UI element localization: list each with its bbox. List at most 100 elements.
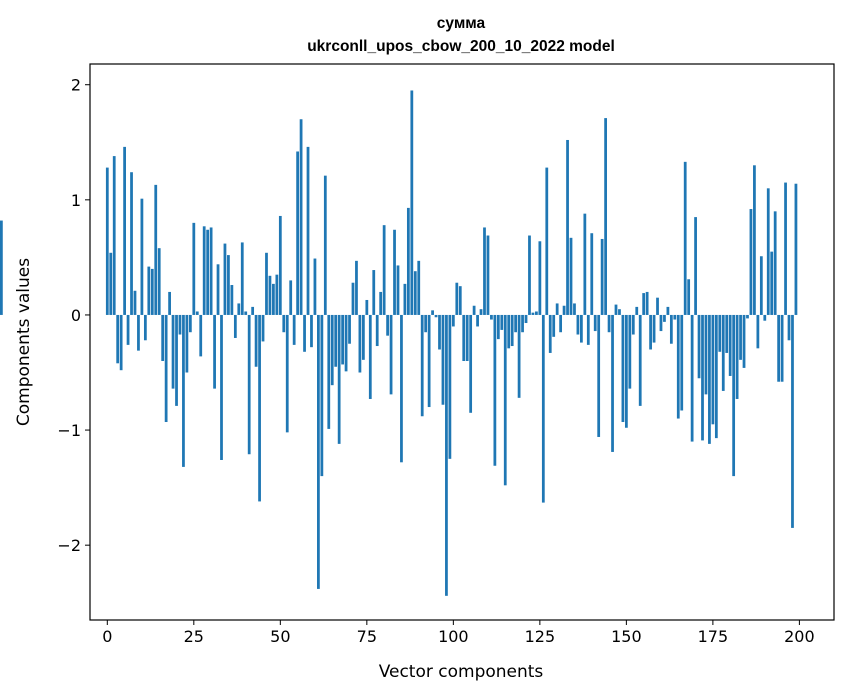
bar — [500, 314, 504, 330]
bar — [701, 314, 704, 441]
bar — [434, 314, 438, 318]
bar — [355, 260, 358, 315]
bar — [157, 248, 161, 315]
bar — [285, 314, 289, 433]
bar — [344, 314, 348, 372]
bar — [168, 291, 171, 315]
bar — [663, 314, 666, 322]
bar — [479, 309, 483, 315]
bar — [400, 314, 403, 463]
bar — [697, 314, 701, 379]
bar — [278, 215, 282, 315]
bar — [233, 314, 237, 338]
bar — [365, 299, 369, 315]
bar — [448, 314, 452, 459]
bar — [742, 314, 746, 368]
x-tick-label: 100 — [438, 627, 469, 646]
bar — [597, 314, 601, 437]
bar — [351, 282, 355, 315]
bar — [458, 286, 462, 315]
bar — [666, 306, 670, 315]
bar — [476, 314, 479, 327]
bar — [164, 314, 168, 423]
bar — [147, 266, 151, 315]
bar — [206, 229, 210, 315]
bar — [642, 293, 646, 315]
bar — [240, 242, 244, 315]
chart-title: сумма — [437, 15, 486, 32]
bar — [708, 314, 711, 444]
bar — [292, 314, 296, 345]
bar — [721, 314, 725, 391]
bar — [583, 213, 587, 315]
bar — [116, 314, 120, 364]
bar — [514, 314, 518, 333]
bar — [628, 314, 632, 389]
bar — [213, 314, 216, 389]
bar — [154, 184, 158, 315]
bar — [728, 314, 732, 376]
bar — [126, 314, 130, 345]
bar — [635, 306, 639, 315]
bar — [545, 167, 549, 315]
y-tick-label: 2 — [71, 76, 81, 95]
x-tick-label: 150 — [611, 627, 642, 646]
bar — [230, 285, 234, 315]
bar — [673, 314, 677, 320]
bar — [486, 235, 490, 315]
bar — [130, 172, 133, 315]
bar — [704, 314, 708, 395]
bar — [465, 314, 469, 361]
x-tick-label: 25 — [184, 627, 204, 646]
bar — [483, 227, 486, 315]
bar — [379, 291, 383, 315]
bar — [676, 314, 680, 419]
bar — [777, 314, 781, 382]
bar — [756, 314, 760, 349]
bar — [268, 275, 272, 315]
bar — [150, 268, 154, 315]
bar — [265, 252, 268, 315]
plot-frame — [89, 63, 835, 621]
bar — [348, 314, 351, 344]
bar — [272, 283, 275, 315]
bar — [247, 314, 251, 455]
bar — [282, 314, 286, 333]
bar — [576, 314, 580, 335]
bar — [195, 311, 199, 315]
bar — [296, 151, 300, 315]
bar — [600, 238, 604, 315]
chart-subtitle: ukrconll_upos_cbow_200_10_2022 model — [307, 38, 615, 55]
bar — [389, 314, 393, 395]
bar — [441, 314, 445, 405]
bar — [555, 303, 559, 315]
bar — [424, 314, 428, 333]
bar — [251, 306, 255, 315]
bar — [472, 305, 476, 315]
bar — [528, 235, 531, 315]
bar — [223, 243, 227, 315]
bar — [334, 314, 338, 367]
x-tick-label: 125 — [525, 627, 556, 646]
bar — [490, 314, 493, 320]
bar — [611, 314, 614, 452]
y-axis-ticks: −2 −1 0 1 2 — [57, 76, 90, 555]
y-tick-label: 1 — [71, 191, 81, 210]
bar — [714, 314, 718, 439]
bar — [566, 139, 569, 315]
bar — [766, 188, 770, 315]
bar — [455, 282, 459, 315]
bar — [791, 314, 794, 528]
bar — [552, 314, 556, 337]
bar — [548, 314, 552, 353]
bar — [604, 118, 607, 315]
bar — [569, 237, 573, 315]
x-tick-label: 0 — [102, 627, 112, 646]
bar — [787, 314, 791, 341]
bar — [718, 314, 722, 352]
bar — [123, 146, 126, 315]
bar — [182, 314, 185, 467]
bar — [517, 314, 521, 398]
bar — [507, 314, 511, 349]
